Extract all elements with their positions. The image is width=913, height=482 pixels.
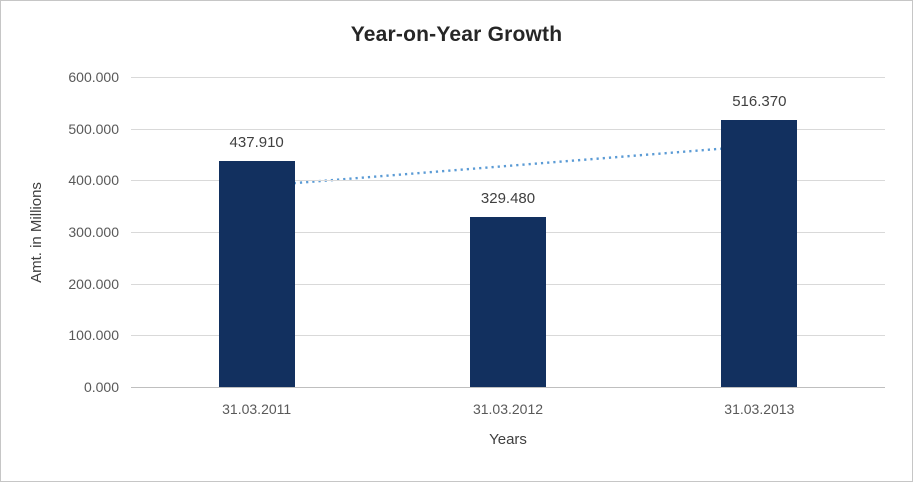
- x-tick-label: 31.03.2012: [472, 401, 544, 417]
- x-axis-title: Years: [489, 431, 527, 448]
- x-tick-label: 31.03.2013: [724, 401, 795, 417]
- plot-area: 0.000 100.000 200.000 300.000 400.000 500.000…: [68, 69, 885, 417]
- bar-value-label: 329.480: [480, 189, 536, 207]
- bar-31.03.2011: [218, 160, 295, 387]
- y-axis-title: Amt. in Millions: [25, 77, 47, 387]
- gridline: [131, 180, 885, 182]
- x-axis-line: [131, 387, 885, 388]
- bar-value-label: 437.910: [229, 133, 284, 151]
- y-tick-label: 300.000: [68, 224, 119, 240]
- y-tick-label: 500.000: [68, 120, 119, 137]
- x-tick-label: 31.03.2011: [222, 401, 292, 417]
- y-tick-label: 0.000: [83, 379, 119, 395]
- y-tick-label: 400.000: [68, 172, 119, 189]
- chart-title: Year-on-Year Growth: [350, 23, 563, 46]
- bar-value-label: 516.370: [732, 93, 787, 111]
- bar-31.03.2012: [470, 216, 546, 387]
- y-tick-label: 600.000: [68, 69, 119, 85]
- gridline: [131, 128, 885, 130]
- y-tick-label: 100.000: [68, 327, 119, 344]
- bar-31.03.2013: [721, 120, 798, 387]
- y-tick-label: 200.000: [68, 275, 119, 292]
- y-axis-title-text: Amt. in Millions: [27, 181, 45, 283]
- gridline: [131, 77, 885, 78]
